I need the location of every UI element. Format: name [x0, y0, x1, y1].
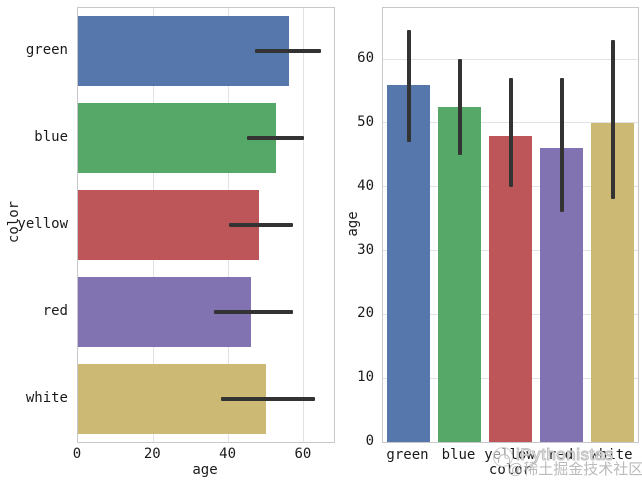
error-bar-white	[221, 396, 316, 401]
y-tick-label-0: 0	[365, 433, 374, 449]
y-category-label-white: white	[25, 389, 68, 406]
vertical-chart-plot-area	[382, 7, 639, 443]
error-bar-yellow	[508, 78, 513, 187]
x-category-label-red: red	[547, 447, 574, 463]
watermark-logo-icon	[493, 447, 513, 467]
y-tick-label-40: 40	[357, 177, 374, 194]
horizontal-chart-plot-area	[77, 7, 335, 443]
watermark-brand-text: iPythonistas	[516, 445, 614, 464]
error-bar-green	[254, 49, 321, 54]
error-bar-yellow	[228, 223, 293, 227]
gridline-x-60	[303, 8, 305, 442]
y-tick-label-30: 30	[357, 241, 374, 258]
x-tick-label-0: 0	[72, 446, 82, 462]
bar-green	[387, 84, 430, 442]
y-tick-label-10: 10	[357, 369, 374, 386]
x-tick-label-40: 40	[219, 446, 237, 462]
x-category-label-green: green	[386, 447, 429, 463]
x-tick-label-60: 60	[294, 446, 312, 462]
error-bar-red	[213, 309, 293, 314]
vertical-bar-chart: color age 0102030405060greenblueyellowre…	[342, 0, 642, 486]
gridline-y-60	[383, 58, 638, 60]
bar-blue	[438, 106, 481, 442]
y-tick-label-50: 50	[357, 113, 374, 130]
x-tick-label-20: 20	[143, 446, 161, 462]
error-bar-white	[610, 39, 615, 200]
error-bar-red	[559, 78, 564, 213]
y-category-label-yellow: yellow	[17, 216, 68, 232]
error-bar-green	[406, 30, 411, 142]
error-bar-blue	[247, 136, 304, 141]
watermark-mascot-glyph	[498, 454, 510, 463]
right-chart-y-axis-label: age	[345, 211, 361, 237]
y-category-label-blue: blue	[34, 129, 68, 146]
y-category-label-green: green	[25, 42, 68, 59]
y-tick-label-60: 60	[357, 50, 374, 67]
bar-blue	[78, 103, 276, 174]
bar-green	[78, 16, 289, 87]
x-category-label-white: white	[590, 447, 633, 463]
error-bar-blue	[457, 59, 462, 155]
horizontal-bar-chart: age color 0 20 40 60 green blue yellow red white	[6, 7, 335, 478]
left-chart-x-axis-label: age	[192, 462, 218, 478]
y-tick-label-20: 20	[357, 305, 374, 322]
watermark-handle-text: @稀土掘金技术社区	[508, 461, 642, 478]
bar-yellow	[78, 190, 259, 260]
y-category-label-red: red	[42, 302, 68, 319]
x-category-label-blue: blue	[441, 447, 476, 463]
